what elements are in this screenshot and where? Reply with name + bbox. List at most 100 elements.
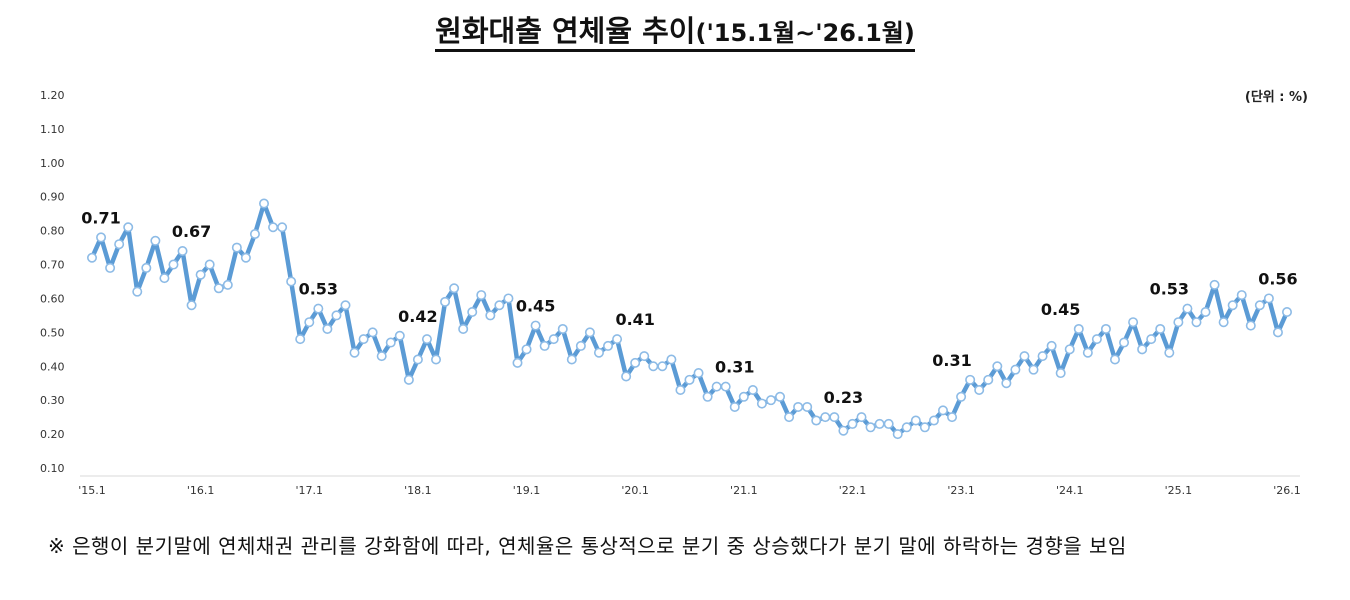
data-point [376, 351, 387, 362]
data-point [494, 300, 505, 311]
data-point [802, 401, 813, 412]
data-point [1200, 307, 1211, 318]
data-label: 0.45 [516, 297, 555, 316]
data-point [793, 401, 804, 412]
x-tick-label: '20.1 [621, 484, 649, 497]
data-point [820, 412, 831, 423]
data-point [1100, 323, 1111, 334]
data-point [811, 415, 822, 426]
data-point [213, 283, 224, 294]
data-point [1037, 351, 1048, 362]
y-tick-label: 0.60 [40, 292, 65, 305]
data-point [367, 327, 378, 338]
data-point [204, 259, 215, 270]
x-tick-label: '24.1 [1056, 484, 1084, 497]
data-point [901, 422, 912, 433]
data-point [331, 310, 342, 321]
data-point [159, 273, 170, 284]
data-point [1109, 354, 1120, 365]
data-point [974, 385, 985, 396]
data-point [919, 422, 930, 433]
data-point [747, 385, 758, 396]
data-point [412, 354, 423, 365]
data-point [865, 422, 876, 433]
data-point [123, 222, 134, 233]
data-point [892, 429, 903, 440]
y-tick-label: 0.30 [40, 394, 65, 407]
data-point [168, 259, 179, 270]
data-point [693, 368, 704, 379]
data-point [249, 229, 260, 240]
data-label: 0.31 [715, 358, 754, 377]
data-point [240, 252, 251, 263]
data-point [114, 239, 125, 250]
x-tick-label: '19.1 [513, 484, 541, 497]
data-point [87, 252, 98, 263]
data-point [684, 374, 695, 385]
y-tick-label: 1.20 [40, 89, 65, 102]
x-tick-label: '15.1 [78, 484, 106, 497]
x-tick-label: '23.1 [947, 484, 975, 497]
data-point [313, 303, 324, 314]
data-point [1146, 334, 1157, 345]
data-point [1010, 364, 1021, 375]
data-point [838, 425, 849, 436]
data-point [983, 374, 994, 385]
data-point [883, 418, 894, 429]
data-point [711, 381, 722, 392]
data-point [268, 222, 279, 233]
data-point [222, 279, 233, 290]
title-main: 원화대출 연체율 추이 [435, 14, 696, 48]
x-tick-label: '21.1 [730, 484, 758, 497]
data-point [195, 269, 206, 280]
data-point [1028, 364, 1039, 375]
data-point [856, 412, 867, 423]
data-point [1064, 344, 1075, 355]
data-point [304, 317, 315, 328]
data-point [648, 361, 659, 372]
data-point [277, 222, 288, 233]
data-point [385, 337, 396, 348]
data-point [1182, 303, 1193, 314]
data-point [1073, 323, 1084, 334]
data-point [630, 357, 641, 368]
y-tick-label: 0.70 [40, 259, 65, 272]
data-point [394, 330, 405, 341]
x-tick-label: '25.1 [1165, 484, 1193, 497]
data-point [784, 412, 795, 423]
data-point [512, 357, 523, 368]
data-point [965, 374, 976, 385]
data-point [928, 415, 939, 426]
data-point [666, 354, 677, 365]
x-tick-label: '26.1 [1273, 484, 1301, 497]
data-point [295, 334, 306, 345]
data-point [186, 300, 197, 311]
data-point [765, 395, 776, 406]
data-point [621, 371, 632, 382]
data-point [349, 347, 360, 358]
data-point [639, 351, 650, 362]
data-point [150, 235, 161, 246]
data-point [340, 300, 351, 311]
data-point [132, 286, 143, 297]
data-point [1128, 317, 1139, 328]
data-point [992, 361, 1003, 372]
data-point [1091, 334, 1102, 345]
unit-label: (단위 : %) [1244, 90, 1308, 105]
data-point [440, 296, 451, 307]
data-point [657, 361, 668, 372]
data-point [937, 405, 948, 416]
data-point [548, 334, 559, 345]
data-point [1282, 307, 1293, 318]
data-point [467, 307, 478, 318]
data-label: 0.41 [615, 310, 654, 329]
data-label: 0.45 [1041, 300, 1080, 319]
data-point [593, 347, 604, 358]
data-label: 0.56 [1258, 269, 1297, 288]
y-tick-label: 0.20 [40, 428, 65, 441]
data-label: 0.42 [398, 307, 437, 326]
data-point [476, 290, 487, 301]
data-label: 0.31 [932, 351, 971, 370]
data-label: 0.71 [81, 208, 120, 227]
